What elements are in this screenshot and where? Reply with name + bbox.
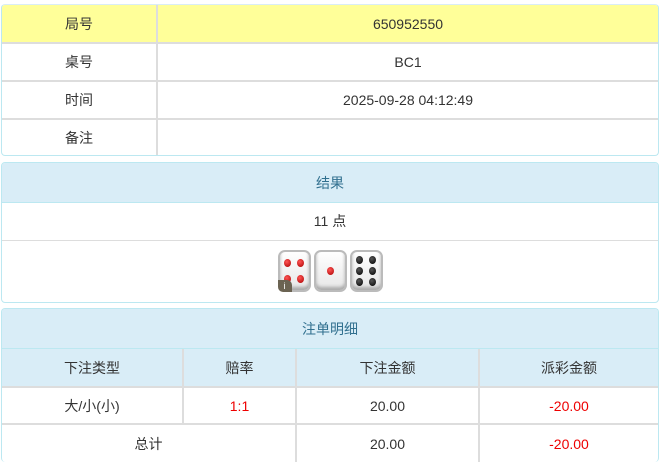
label: 局号 (2, 5, 158, 44)
die-4-icon: i (277, 250, 311, 292)
result-title: 结果 (2, 163, 658, 203)
bet-details-table: 下注类型 赔率 下注金额 派彩金额 大/小(小) 1:1 20.00 -20.0… (2, 349, 658, 462)
pip (368, 277, 376, 286)
table-header-row: 下注类型 赔率 下注金额 派彩金额 (2, 349, 658, 388)
header-bet-type: 下注类型 (2, 349, 184, 388)
value (156, 118, 658, 155)
dice-row: i (2, 241, 658, 301)
round-info-table: 局号 650952550 桌号 BC1 时间 2025-09-28 04:12:49 … (2, 5, 658, 155)
remark-row: 备注 (2, 118, 658, 155)
value: 650952550 (156, 5, 658, 44)
round-number-row: 局号 650952550 (2, 5, 658, 44)
pip (296, 275, 304, 284)
total-amount: 20.00 (295, 423, 480, 462)
round-info-panel: 局号 650952550 桌号 BC1 时间 2025-09-28 04:12:49 … (1, 4, 659, 156)
odds: 1:1 (182, 386, 297, 425)
header-bet-amount: 下注金额 (295, 349, 480, 388)
label: 时间 (2, 80, 158, 120)
info-badge-icon[interactable]: i (277, 280, 292, 292)
header-payout: 派彩金额 (478, 349, 658, 388)
result-panel: 结果 11 点 i (1, 162, 659, 303)
bet-details-title: 注单明细 (2, 309, 658, 349)
pip (284, 275, 292, 284)
pip (356, 277, 364, 286)
pip (296, 258, 304, 267)
header-odds: 赔率 (182, 349, 297, 388)
bet-amount: 20.00 (295, 386, 480, 425)
pip (368, 267, 376, 275)
total-label: 总计 (2, 423, 297, 462)
table-row: 大/小(小) 1:1 20.00 -20.00 (2, 386, 658, 425)
total-row: 总计 20.00 -20.00 (2, 423, 658, 462)
label: 备注 (2, 118, 158, 155)
bet-details-panel: 注单明细 下注类型 赔率 下注金额 派彩金额 大/小(小) 1:1 20.00 … (1, 308, 659, 462)
result-points: 11 点 (2, 203, 658, 241)
label: 桌号 (2, 42, 158, 82)
value: BC1 (156, 42, 658, 82)
value: 2025-09-28 04:12:49 (156, 80, 658, 120)
total-payout: -20.00 (478, 423, 658, 462)
time-row: 时间 2025-09-28 04:12:49 (2, 80, 658, 120)
pip (284, 258, 292, 267)
table-number-row: 桌号 BC1 (2, 42, 658, 82)
pip (356, 256, 364, 265)
pip (356, 267, 364, 275)
bet-type: 大/小(小) (2, 386, 184, 425)
pip (368, 256, 376, 265)
die-6-icon (349, 250, 383, 292)
die-1-icon (313, 250, 347, 292)
payout: -20.00 (478, 386, 658, 425)
pip (326, 267, 334, 275)
